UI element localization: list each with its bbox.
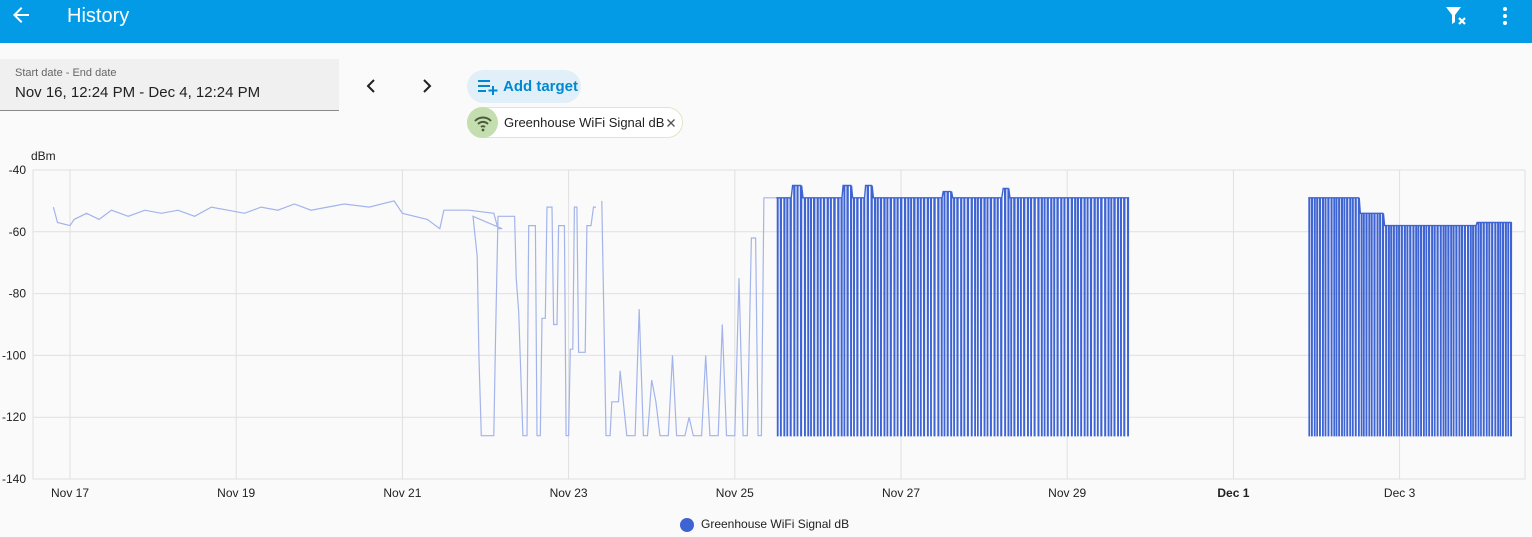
x-axis: Nov 17 Nov 19 Nov 21 Nov 23 Nov 25 Nov 27 Nov … — [51, 486, 1416, 500]
add-target-label: Add target — [503, 78, 578, 95]
date-range-label: Start date - End date — [15, 67, 117, 79]
target-chip: Greenhouse WiFi Signal dB — [467, 107, 683, 138]
wifi-icon — [474, 116, 492, 132]
x-tick-label: Nov 17 — [51, 486, 89, 500]
x-tick-label: Nov 23 — [550, 486, 588, 500]
y-tick-label: -140 — [2, 472, 26, 486]
legend-swatch[interactable] — [680, 518, 694, 532]
page-title: History — [67, 5, 130, 27]
chart-series — [52, 184, 1513, 437]
plot-frame — [32, 169, 1526, 480]
filter-remove-icon[interactable] — [1444, 4, 1470, 28]
x-tick-label: Nov 25 — [716, 486, 754, 500]
x-tick-label: Dec 1 — [1217, 486, 1249, 500]
date-range-value: Nov 16, 12:24 PM - Dec 4, 12:24 PM — [15, 84, 261, 101]
chart-grid — [32, 169, 1526, 480]
chevron-left-icon[interactable] — [361, 76, 381, 96]
legend-label[interactable]: Greenhouse WiFi Signal dB — [701, 517, 850, 531]
y-axis: -40 -60 -80 -100 -120 -140 — [2, 163, 26, 486]
add-target-button[interactable]: Add target — [467, 70, 581, 103]
close-icon[interactable] — [664, 116, 678, 130]
arrow-left-icon[interactable] — [9, 3, 33, 27]
x-tick-label: Nov 19 — [217, 486, 255, 500]
x-tick-label: Nov 21 — [383, 486, 421, 500]
series-line-segment — [52, 200, 596, 437]
date-range-picker[interactable]: Start date - End date Nov 16, 12:24 PM -… — [0, 59, 339, 111]
series-line-segment — [601, 197, 781, 437]
chip-label: Greenhouse WiFi Signal dB — [504, 115, 665, 130]
y-tick-label: -40 — [9, 163, 27, 177]
y-tick-label: -60 — [9, 225, 27, 239]
y-tick-label: -120 — [2, 410, 26, 424]
y-tick-label: -80 — [9, 287, 27, 301]
x-tick-label: Nov 27 — [882, 486, 920, 500]
top-app-bar: History — [0, 0, 1532, 43]
playlist-plus-icon — [478, 80, 498, 95]
series-line-segment — [776, 184, 1130, 437]
series-line-segment — [1308, 197, 1513, 437]
y-axis-label: dBm — [31, 149, 56, 163]
history-chart: dBm -40-60-80-100-120-140 Nov 17 Nov 19 No… — [2, 149, 1526, 500]
y-tick-label: -100 — [2, 348, 26, 362]
dots-vertical-icon[interactable] — [1494, 4, 1516, 28]
chip-avatar — [467, 107, 498, 138]
chevron-right-icon[interactable] — [417, 76, 437, 96]
x-tick-label: Dec 3 — [1384, 486, 1416, 500]
x-tick-label: Nov 29 — [1048, 486, 1086, 500]
